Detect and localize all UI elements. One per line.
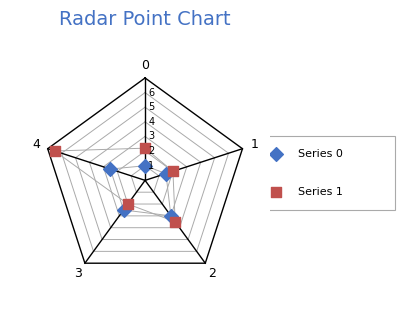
Point [273, 189, 280, 195]
Point [52, 148, 58, 154]
Text: 1: 1 [250, 138, 258, 151]
Point [170, 169, 176, 174]
Text: 2: 2 [209, 267, 216, 280]
Point [163, 171, 169, 176]
Point [142, 146, 148, 151]
Text: 0: 0 [141, 59, 149, 72]
Text: Series 1: Series 1 [298, 187, 343, 197]
Point [120, 207, 127, 213]
Text: 4: 4 [148, 117, 154, 127]
Point [168, 213, 174, 218]
Point [172, 219, 179, 224]
Text: Radar Point Chart: Radar Point Chart [59, 10, 231, 29]
Text: 6: 6 [148, 88, 154, 98]
FancyBboxPatch shape [268, 136, 395, 210]
Text: Series 0: Series 0 [298, 150, 343, 159]
Point [142, 163, 148, 168]
Text: 3: 3 [148, 132, 154, 142]
Text: 5: 5 [148, 102, 154, 112]
Point [273, 152, 280, 157]
Text: 4: 4 [32, 138, 40, 151]
Text: 3: 3 [74, 267, 81, 280]
Text: 2: 2 [148, 146, 154, 156]
Text: 1: 1 [148, 161, 154, 171]
Point [125, 201, 131, 207]
Point [107, 166, 114, 172]
